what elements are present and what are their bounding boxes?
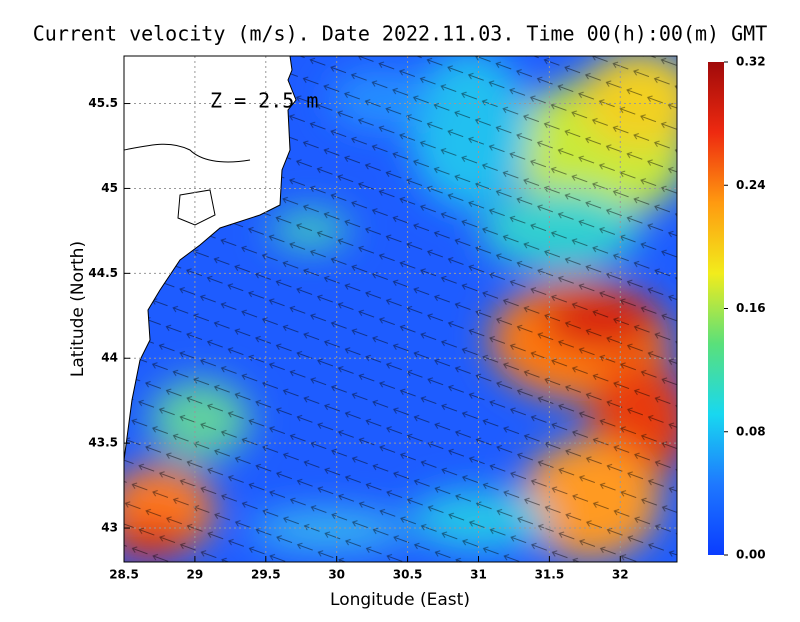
y-tick-label: 43 xyxy=(101,521,118,535)
x-tick-label: 28.5 xyxy=(109,568,139,582)
colorbar xyxy=(708,62,724,555)
x-tick-label: 31.5 xyxy=(535,568,565,582)
y-tick-label: 45 xyxy=(101,181,118,195)
land xyxy=(124,56,297,461)
x-tick-label: 32 xyxy=(612,568,629,582)
x-axis-label: Longitude (East) xyxy=(330,590,470,610)
y-tick-label: 44.5 xyxy=(88,266,118,280)
y-tick-label: 43.5 xyxy=(88,436,118,450)
colorbar-tick-label: 0.08 xyxy=(736,424,766,438)
x-tick-label: 31 xyxy=(470,568,487,582)
colorbar-tick-label: 0.32 xyxy=(736,55,766,69)
x-tick-label: 29.5 xyxy=(251,568,281,582)
x-tick-label: 29 xyxy=(187,568,204,582)
depth-annotation: Z = 2.5 m xyxy=(210,89,318,113)
plot-frame xyxy=(123,55,678,563)
colorbar-tick-label: 0.16 xyxy=(736,301,766,315)
chart-title: Current velocity (m/s). Date 2022.11.03.… xyxy=(33,22,768,46)
y-tick-label: 45.5 xyxy=(88,96,118,110)
colorbar-tick-label: 0.00 xyxy=(736,548,766,562)
y-tick-label: 44 xyxy=(101,351,118,365)
colorbar-tick-label: 0.24 xyxy=(736,178,766,192)
velocity-field xyxy=(124,56,677,562)
x-tick-label: 30 xyxy=(328,568,345,582)
x-tick-label: 30.5 xyxy=(393,568,423,582)
y-axis-label: Latitude (North) xyxy=(68,241,88,377)
